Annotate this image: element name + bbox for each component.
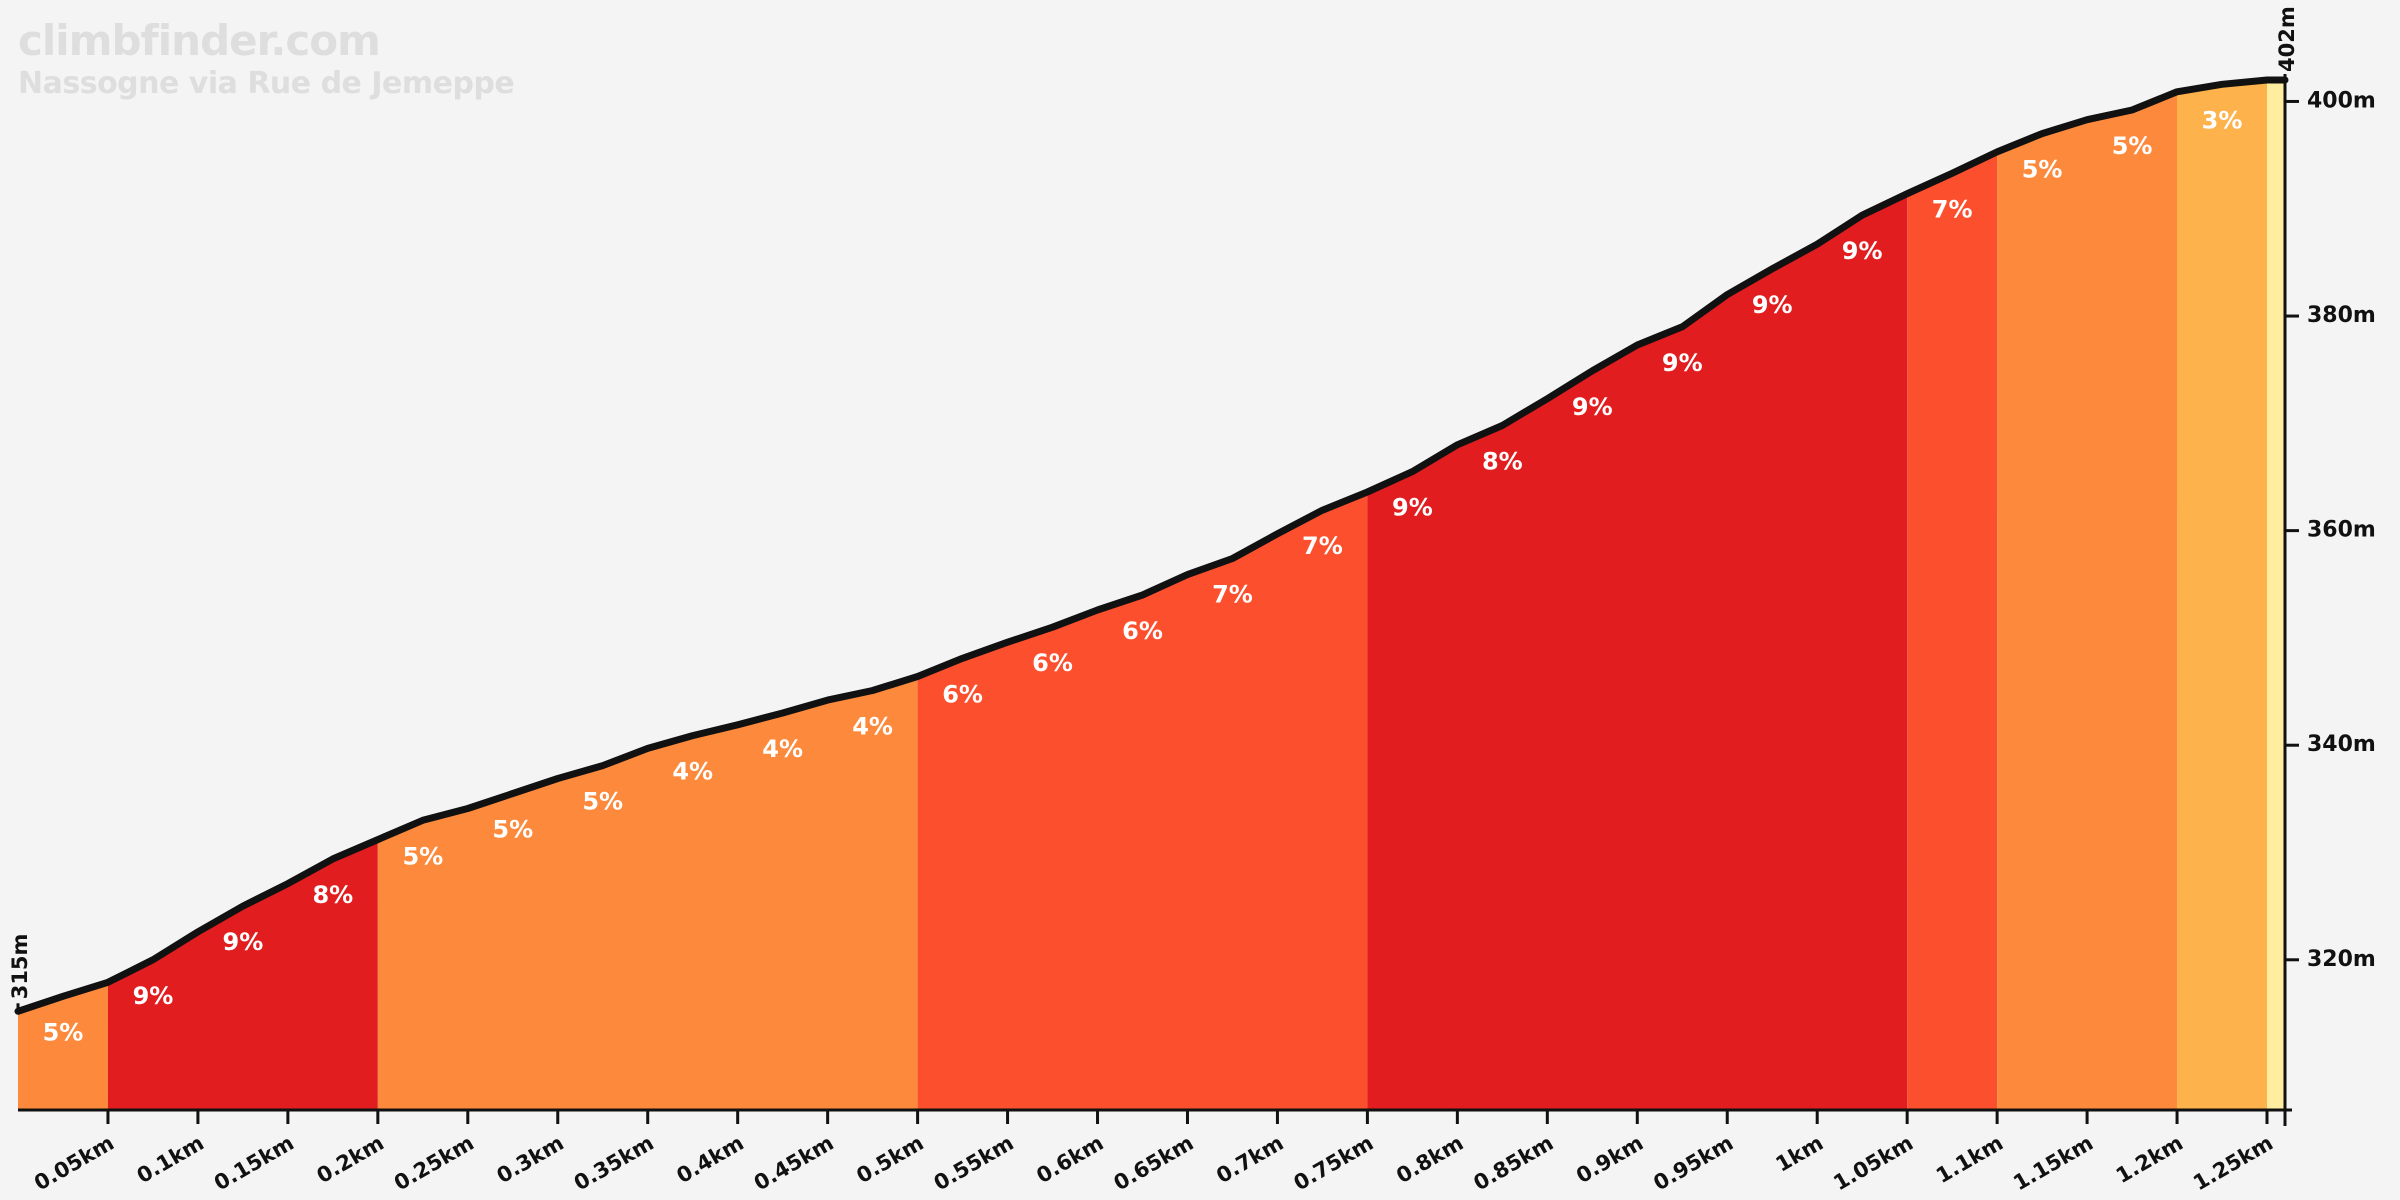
gradient-label: 5% <box>2112 132 2153 160</box>
x-tick-label: 0.15km <box>210 1131 298 1196</box>
gradient-label: 4% <box>672 758 713 786</box>
y-tick-label: 400m <box>2307 88 2376 113</box>
gradient-label: 9% <box>133 982 174 1010</box>
x-tick-label: 0.55km <box>930 1131 1018 1196</box>
gradient-label: 5% <box>43 1018 84 1046</box>
gradient-label: 7% <box>1932 195 1973 223</box>
x-tick-label: 0.45km <box>750 1131 838 1196</box>
x-tick-label: 0.7km <box>1212 1131 1287 1188</box>
gradient-label: 5% <box>492 815 533 843</box>
x-tick-label: 1km <box>1772 1131 1828 1177</box>
x-tick-label: 0.85km <box>1470 1131 1558 1196</box>
y-tick-label: 380m <box>2307 303 2376 328</box>
gradient-label: 9% <box>1392 494 1433 522</box>
gradient-label: 6% <box>942 680 983 708</box>
gradient-label: 3% <box>2202 106 2243 134</box>
gradient-segment <box>2267 80 2285 1110</box>
start-elevation-label: 315m <box>8 934 32 1000</box>
gradient-segment <box>1367 193 1908 1110</box>
x-tick-label: 1.25km <box>2189 1131 2277 1196</box>
gradient-label: 7% <box>1302 532 1343 560</box>
gradient-label: 9% <box>1842 237 1883 265</box>
y-tick-label: 360m <box>2307 518 2376 543</box>
gradient-label: 5% <box>582 788 623 816</box>
gradient-segment <box>917 492 1368 1110</box>
gradient-label: 5% <box>2022 156 2063 184</box>
x-tick-label: 1.2km <box>2112 1131 2187 1188</box>
x-tick-label: 0.35km <box>570 1131 658 1196</box>
x-tick-label: 0.25km <box>390 1131 478 1196</box>
gradient-label: 9% <box>1662 349 1703 377</box>
end-elevation-label: 402m <box>2275 6 2299 72</box>
gradient-segments <box>18 80 2285 1111</box>
x-tick-label: 0.65km <box>1110 1131 1198 1196</box>
x-tick-label: 0.05km <box>30 1131 118 1196</box>
y-tick-label: 340m <box>2307 732 2376 757</box>
brand-watermark: climbfinder.com Nassogne via Rue de Jeme… <box>18 16 515 102</box>
gradient-label: 6% <box>1032 649 1073 677</box>
climb-title: Nassogne via Rue de Jemeppe <box>18 66 515 101</box>
x-tick-label: 1.15km <box>2009 1131 2097 1196</box>
x-tick-label: 0.3km <box>493 1131 568 1188</box>
gradient-segment <box>18 982 108 1110</box>
elevation-line <box>14 76 2289 1015</box>
y-axis-ticks: 320m 340m 360m 380m 400m <box>2285 88 2376 972</box>
x-tick-label: 0.9km <box>1572 1131 1647 1188</box>
x-axis-ticks: 0.05km 0.1km 0.15km 0.2km 0.25km 0.3km 0.35km 0… <box>30 1110 2277 1195</box>
gradient-label: 9% <box>223 928 264 956</box>
x-tick-label: 0.75km <box>1290 1131 1378 1196</box>
y-tick-label: 320m <box>2307 947 2376 972</box>
gradient-label: 9% <box>1752 291 1793 319</box>
gradient-segment <box>107 839 378 1110</box>
gradient-label: 6% <box>1122 617 1163 645</box>
gradient-segment <box>1997 91 2178 1111</box>
x-tick-label: 1.1km <box>1932 1131 2007 1188</box>
gradient-label: 4% <box>852 712 893 740</box>
x-tick-label: 0.8km <box>1392 1131 1467 1188</box>
gradient-segment <box>377 676 918 1110</box>
gradient-segment <box>1907 151 1998 1110</box>
gradient-label: 7% <box>1212 581 1253 609</box>
x-tick-label: 0.1km <box>133 1131 208 1188</box>
x-tick-label: 0.6km <box>1032 1131 1107 1188</box>
gradient-labels: 5% 9% 9% 8% 5% 5% 5% 4% 4% 4% 6% 6% 6% 7% 7% 9% 8% 9% 9% 9%… <box>43 106 2243 1046</box>
gradient-segment <box>2177 80 2268 1110</box>
x-tick-label: 1.05km <box>1829 1131 1917 1196</box>
gradient-label: 8% <box>312 881 353 909</box>
gradient-label: 4% <box>762 735 803 763</box>
x-tick-label: 0.95km <box>1649 1131 1737 1196</box>
x-tick-label: 0.5km <box>852 1131 927 1188</box>
gradient-label: 8% <box>1482 447 1523 475</box>
x-tick-label: 0.4km <box>673 1131 748 1188</box>
x-tick-label: 0.2km <box>313 1131 388 1188</box>
brand-site-name: climbfinder.com <box>18 16 381 65</box>
gradient-label: 5% <box>402 842 443 870</box>
gradient-label: 9% <box>1572 393 1613 421</box>
